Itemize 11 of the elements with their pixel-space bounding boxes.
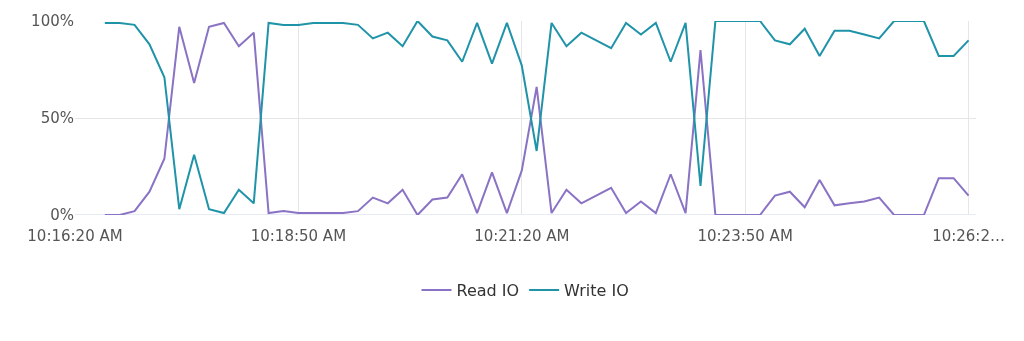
x-tick-label: 10:21:20 AM <box>474 227 570 245</box>
legend-label: Write IO <box>564 281 629 301</box>
y-tick-label: 50% <box>40 109 74 128</box>
y-tick-label: 0% <box>50 206 74 225</box>
x-tick-label: 10:16:20 AM <box>27 227 123 245</box>
x-tick-label: 10:18:50 AM <box>250 227 347 245</box>
line-series <box>103 21 970 215</box>
y-tick-label: 100% <box>31 12 74 31</box>
x-tick-label: 10:23:50 AM <box>697 227 793 245</box>
legend-label: Read IO <box>456 281 520 301</box>
x-tick-label: 10:26:2… <box>932 227 1005 245</box>
